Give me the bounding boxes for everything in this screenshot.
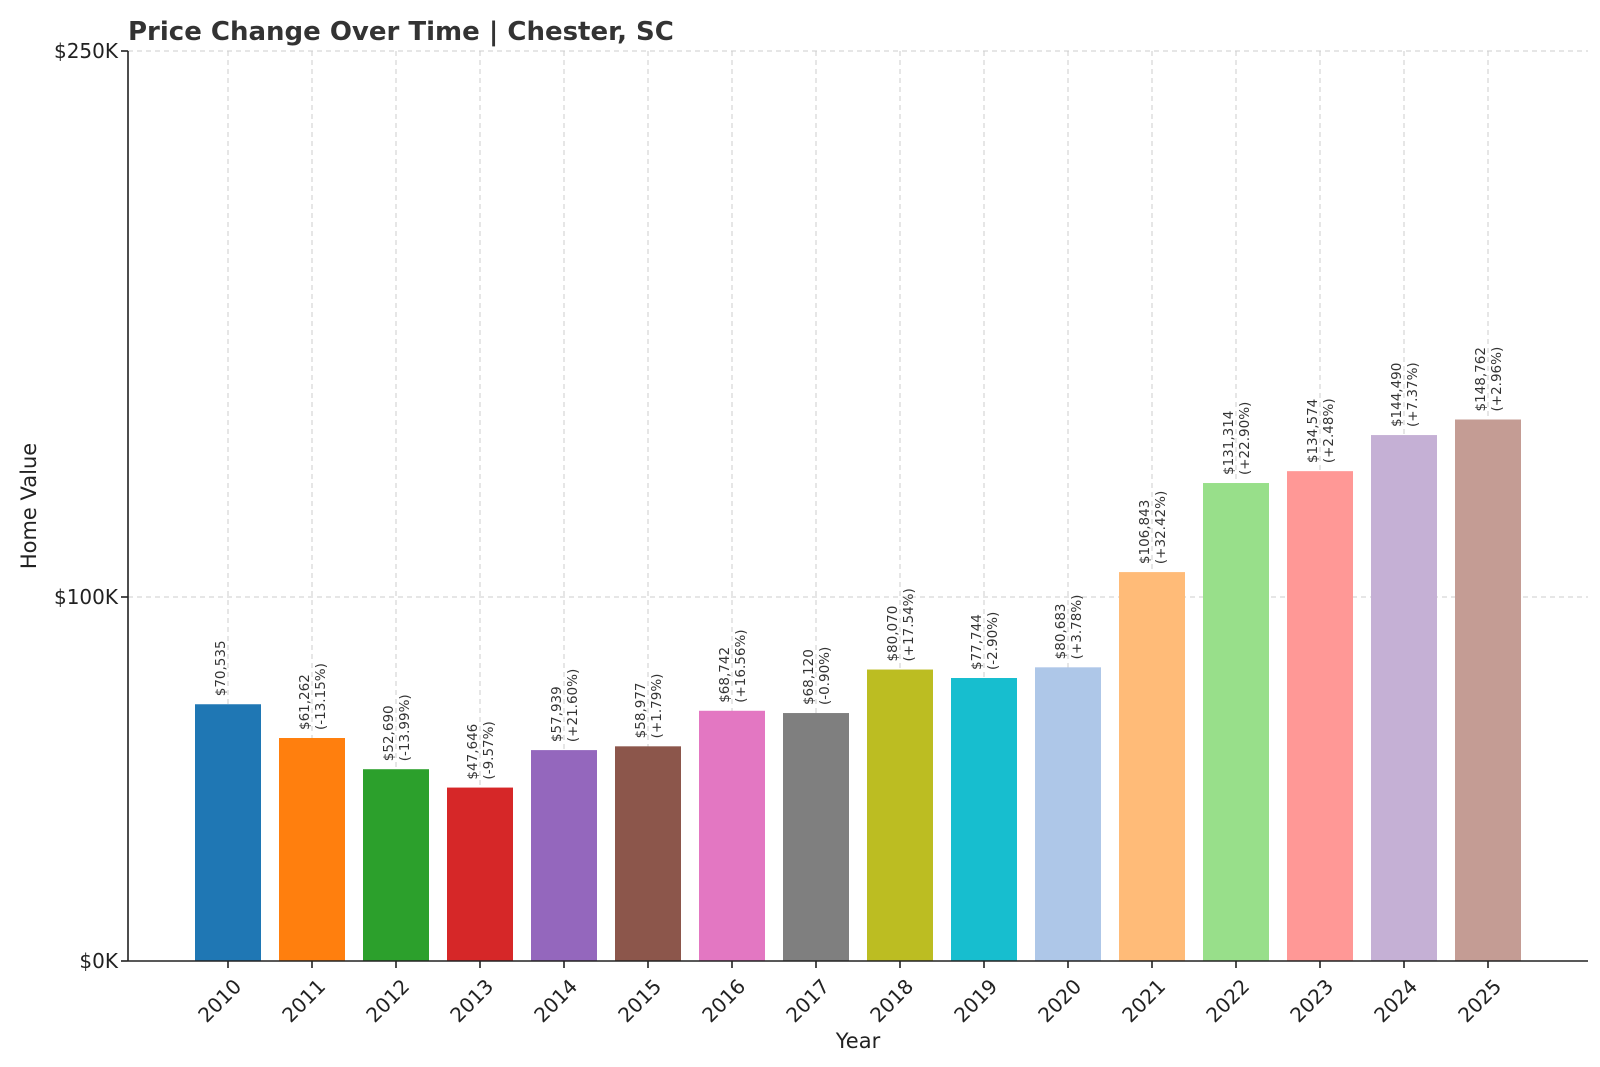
bar-data-label-2013: $47,646 (-9.57%) xyxy=(465,721,497,779)
bar-2021 xyxy=(1119,572,1185,961)
bar-2020 xyxy=(1035,667,1101,961)
x-tick-label: 2020 xyxy=(1033,974,1086,1027)
bar-change-label: (-0.90%) xyxy=(817,647,833,705)
x-tick-label: 2015 xyxy=(613,974,666,1027)
bar-data-label-2012: $52,690 (-13.99%) xyxy=(381,694,413,761)
x-tick-label: 2021 xyxy=(1117,974,1170,1027)
bar-value-label: $68,120 xyxy=(801,649,817,705)
bar-value-label: $77,744 xyxy=(969,614,985,670)
bar-data-label-2017: $68,120 (-0.90%) xyxy=(801,647,833,705)
bar-change-label: (+17.54%) xyxy=(901,588,917,661)
bar-change-label: (-13.99%) xyxy=(397,694,413,761)
bar-value-label: $80,683 xyxy=(1053,603,1069,659)
bar-value-label: $134,574 xyxy=(1305,399,1321,463)
bar-2014 xyxy=(531,750,597,961)
bar-change-label: (+22.90%) xyxy=(1237,402,1253,475)
bar-2018 xyxy=(867,669,933,961)
bar-data-label-2010: $70,535 xyxy=(213,640,229,696)
bar-value-label: $148,762 xyxy=(1473,347,1489,411)
bar-change-label: (-9.57%) xyxy=(481,721,497,779)
axes-layer xyxy=(127,51,1588,962)
bar-value-label: $70,535 xyxy=(213,640,229,696)
bar-data-label-2025: $148,762 (+2.96%) xyxy=(1473,347,1505,412)
bar-data-label-2011: $61,262 (-13.15%) xyxy=(297,663,329,730)
bar-change-label: (+1.79%) xyxy=(649,674,665,739)
y-tick-label: $100K xyxy=(54,585,119,609)
bar-data-label-2023: $134,574 (+2.48%) xyxy=(1305,398,1337,463)
bar-data-label-2015: $58,977 (+1.79%) xyxy=(633,674,665,739)
bar-change-label: (-13.15%) xyxy=(313,663,329,730)
bar-value-label: $61,262 xyxy=(297,674,313,730)
bar-data-label-2014: $57,939 (+21.60%) xyxy=(549,669,581,742)
x-tick-label: 2013 xyxy=(445,974,498,1027)
bar-change-label: (+2.48%) xyxy=(1321,398,1337,463)
bar-data-label-2019: $77,744 (-2.90%) xyxy=(969,612,1001,670)
x-tick-label: 2012 xyxy=(361,974,414,1027)
y-tick-label: $250K xyxy=(54,39,119,63)
x-tick-label: 2022 xyxy=(1201,974,1254,1027)
x-tick-label: 2011 xyxy=(277,974,330,1027)
chart-title: Price Change Over Time | Chester, SC xyxy=(128,17,674,47)
bar-2012 xyxy=(363,769,429,961)
grid-layer xyxy=(128,50,1588,962)
bar-2015 xyxy=(615,746,681,961)
bar-change-label: (-2.90%) xyxy=(985,612,1001,670)
bar-value-label: $131,314 xyxy=(1221,411,1237,475)
bar-value-label: $68,742 xyxy=(717,647,733,703)
bar-2024 xyxy=(1371,435,1437,961)
x-tick-label: 2017 xyxy=(781,974,834,1027)
bar-2016 xyxy=(699,710,765,961)
bar-2011 xyxy=(279,738,345,961)
bar-2017 xyxy=(783,713,849,961)
x-tick-label: 2024 xyxy=(1369,974,1422,1027)
bar-change-label: (+16.56%) xyxy=(733,629,749,702)
bar-change-label: (+21.60%) xyxy=(565,669,581,742)
bar-value-label: $144,490 xyxy=(1389,363,1405,427)
x-tick-label: 2014 xyxy=(529,974,582,1027)
bar-value-label: $47,646 xyxy=(465,724,481,780)
bar-value-label: $106,843 xyxy=(1137,500,1153,564)
bar-2025 xyxy=(1455,419,1521,961)
x-tick-label: 2018 xyxy=(865,974,918,1027)
bar-value-label: $57,939 xyxy=(549,686,565,742)
bar-data-label-2024: $144,490 (+7.37%) xyxy=(1389,362,1421,427)
x-tick-label: 2025 xyxy=(1453,974,1506,1027)
y-tick-label: $0K xyxy=(79,949,118,973)
x-axis-label: Year xyxy=(835,1029,881,1053)
bars-layer xyxy=(195,419,1521,961)
bar-data-label-2020: $80,683 (+3.78%) xyxy=(1053,595,1085,660)
bar-2023 xyxy=(1287,471,1353,961)
x-tick-label: 2016 xyxy=(697,974,750,1027)
bar-change-label: (+3.78%) xyxy=(1069,595,1085,660)
bar-data-label-2016: $68,742 (+16.56%) xyxy=(717,629,749,702)
bar-2019 xyxy=(951,678,1017,961)
x-tick-label: 2010 xyxy=(193,974,246,1027)
y-axis-label: Home Value xyxy=(17,443,41,569)
x-tick-label: 2019 xyxy=(949,974,1002,1027)
bar-data-label-2021: $106,843 (+32.42%) xyxy=(1137,491,1169,564)
bar-change-label: (+32.42%) xyxy=(1153,491,1169,564)
bar-change-label: (+7.37%) xyxy=(1405,362,1421,427)
bar-change-label: (+2.96%) xyxy=(1489,347,1505,412)
bar-labels-layer: $70,535$61,262 (-13.15%)$52,690 (-13.99%) $… xyxy=(213,347,1505,780)
bar-value-label: $58,977 xyxy=(633,682,649,738)
x-tick-label: 2023 xyxy=(1285,974,1338,1027)
bar-2022 xyxy=(1203,483,1269,961)
bar-2013 xyxy=(447,787,513,961)
bar-value-label: $52,690 xyxy=(381,705,397,761)
bar-2010 xyxy=(195,704,261,961)
bar-value-label: $80,070 xyxy=(885,606,901,662)
bar-data-label-2022: $131,314 (+22.90%) xyxy=(1221,402,1253,475)
bar-data-label-2018: $80,070 (+17.54%) xyxy=(885,588,917,661)
